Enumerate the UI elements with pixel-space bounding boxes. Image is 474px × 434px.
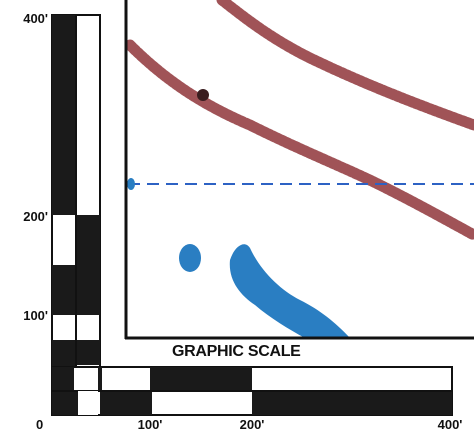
- vertical-tick-label-100: 100': [23, 308, 48, 323]
- water-channel: [229, 244, 350, 338]
- horizontal-tick-label-0: 0: [36, 417, 44, 432]
- horizontal-scale-bar: [51, 366, 453, 416]
- lower-boundary-line: [124, 39, 474, 241]
- upper-boundary-line: [216, 0, 474, 131]
- horizontal-tick-label-100: 100': [137, 417, 163, 432]
- horizontal-tick-label-200: 200': [239, 417, 265, 432]
- horizontal-tick-label-400: 400': [437, 417, 463, 432]
- boundary-node: [197, 89, 209, 101]
- vertical-scale-bar: [51, 14, 101, 416]
- water-spot-small: [179, 244, 201, 272]
- vertical-tick-label-400: 400': [23, 11, 48, 26]
- vertical-tick-label-200: 200': [23, 209, 48, 224]
- scale-title: GRAPHIC SCALE: [172, 343, 301, 360]
- water-edge-blip: [127, 178, 135, 190]
